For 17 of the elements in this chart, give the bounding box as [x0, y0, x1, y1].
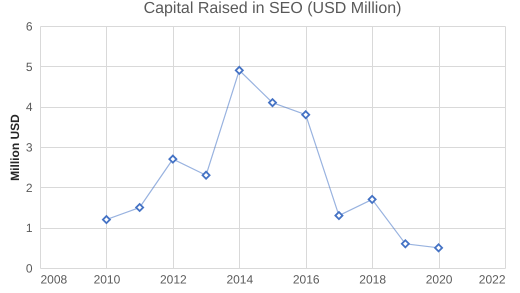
y-tick-label: 5 [26, 60, 33, 74]
y-tick-label: 1 [26, 221, 33, 236]
x-tick-label: 2016 [292, 272, 320, 286]
x-tick-label: 2018 [359, 272, 386, 286]
chart-title: Capital Raised in SEO (USD Million) [144, 0, 402, 17]
y-tick-label: 4 [26, 100, 33, 114]
y-tick-label: 0 [26, 262, 33, 276]
x-tick-label: 2022 [478, 272, 506, 286]
y-tick-label: 6 [26, 20, 33, 34]
x-tick-label: 2012 [160, 272, 188, 286]
x-tick-label: 2010 [94, 272, 121, 286]
x-tick-label: 2014 [226, 272, 254, 286]
x-tick-label: 2020 [426, 272, 453, 286]
y-tick-label: 3 [26, 140, 33, 154]
y-tick-label: 2 [26, 180, 33, 195]
y-axis-title: Million USD [8, 114, 22, 181]
x-tick-label: 2008 [40, 272, 68, 286]
